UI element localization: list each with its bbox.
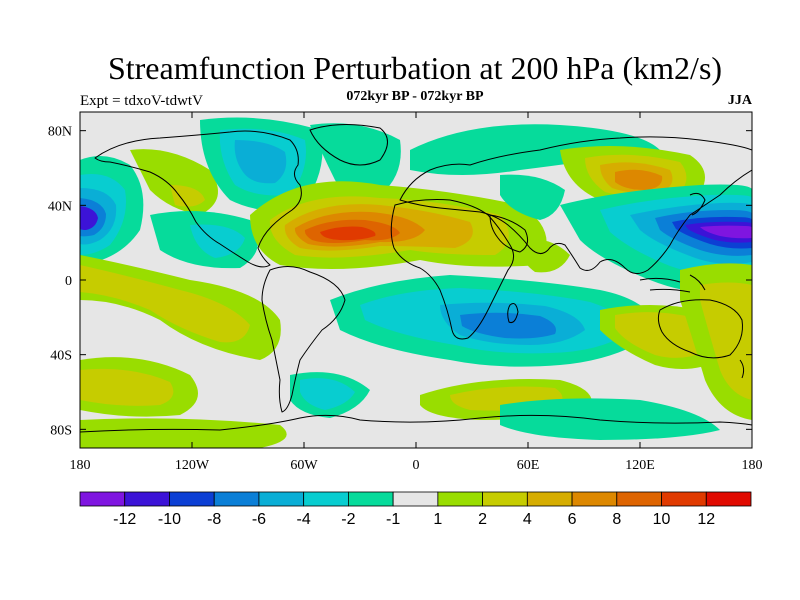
coast-eurasia (399, 136, 752, 274)
contour-us-neg2 (190, 224, 245, 258)
contour-satl-neg4 (460, 312, 556, 339)
colorbar-label: -4 (297, 511, 311, 528)
colorbar-swatch (169, 491, 215, 507)
contour-aus-pos2 (700, 282, 752, 400)
lon-tick-label: 60E (517, 458, 540, 473)
colorbar-label: -6 (252, 511, 266, 528)
colorbar-swatch (571, 491, 618, 507)
colorbar-label: -12 (113, 511, 136, 528)
colorbar-label: 1 (433, 511, 442, 528)
coast-north-america (94, 130, 302, 268)
colorbar-swatch (79, 491, 126, 507)
colorbar-swatch (526, 491, 573, 507)
colorbar-swatch (124, 491, 170, 507)
map-title: Streamfunction Perturbation at 200 hPa (… (107, 50, 723, 86)
colorbar: -12 -10 -8 -6 -4 -2 -1 1 2 4 6 8 10 12 (79, 491, 752, 528)
lat-tick-label: 40N (48, 199, 72, 214)
contour-pac-pos-north2 (170, 185, 205, 207)
colorbar-label: -10 (158, 511, 181, 528)
contour-atl-pos6 (320, 226, 376, 241)
colorbar-swatch (303, 491, 349, 507)
contour-sio-pos2 (615, 312, 709, 358)
contour-spac-pos2 (80, 368, 174, 406)
contour-soocean-neg (500, 398, 720, 440)
lat-tick-label: 0 (65, 274, 72, 289)
contour-wpac-neg7 (700, 225, 752, 239)
colorbar-swatch (437, 491, 484, 507)
coast-south-america (261, 266, 346, 413)
period-label: 072kyr BP - 072kyr BP (346, 89, 484, 104)
coast-new-zealand (739, 359, 745, 379)
colorbar-swatch (258, 491, 305, 507)
contour-canada-neg3 (234, 140, 287, 184)
colorbar-label: -8 (207, 511, 221, 528)
season-label: JJA (727, 93, 752, 108)
lon-tick-label: 180 (70, 458, 91, 473)
coast-arabia (489, 214, 529, 253)
colorbar-label: 12 (697, 511, 715, 528)
lat-tick-label: 40S (50, 349, 72, 364)
colorbar-swatch (616, 491, 662, 507)
lon-tick-label: 120W (175, 458, 210, 473)
colorbar-label: 2 (478, 511, 487, 528)
contour-india-pos (519, 239, 570, 273)
coast-japan (689, 192, 706, 216)
colorbar-swatch (661, 491, 707, 507)
coast-greenland (309, 123, 388, 166)
coast-madagascar (507, 303, 519, 323)
colorbar-swatch (392, 491, 439, 507)
colorbar-label: 4 (523, 511, 532, 528)
contour-asia-pos4 (615, 169, 663, 190)
axis-ticks: 180 120W 60W 0 60E 120E 180 80N 40N 0 40S 80S (48, 112, 763, 473)
colorbar-label: 6 (568, 511, 577, 528)
colorbar-swatch (347, 491, 394, 507)
contour-arctic-neg (310, 123, 401, 196)
coast-antarctica (80, 414, 752, 433)
colorbar-swatch (482, 491, 528, 507)
coastlines (80, 123, 752, 433)
colorbar-label: -2 (341, 511, 355, 528)
contour-tpac-pos2 (80, 265, 250, 343)
lon-tick-label: 180 (742, 458, 763, 473)
lat-tick-label: 80S (50, 423, 72, 438)
lon-tick-label: 120E (625, 458, 655, 473)
contour-mideast-neg (500, 174, 565, 220)
lon-tick-label: 60W (290, 458, 318, 473)
lon-tick-label: 0 (413, 458, 420, 473)
colorbar-label: 10 (653, 511, 671, 528)
colorbar-label: 8 (612, 511, 621, 528)
experiment-label: Expt = tdxoV-tdwtV (80, 93, 203, 109)
colorbar-swatch (705, 491, 752, 507)
colorbar-label: -1 (386, 511, 400, 528)
contour-spole-pos (80, 418, 287, 448)
contour-eurasia-neg (410, 124, 660, 175)
coast-australia (657, 299, 743, 359)
contour-sohem-neg2 (300, 378, 355, 410)
colorbar-swatch (213, 491, 260, 507)
contour-fill (80, 117, 752, 448)
lat-tick-label: 80N (48, 125, 72, 140)
coast-indonesia (639, 274, 706, 293)
contour-npac-neg5 (80, 206, 98, 230)
